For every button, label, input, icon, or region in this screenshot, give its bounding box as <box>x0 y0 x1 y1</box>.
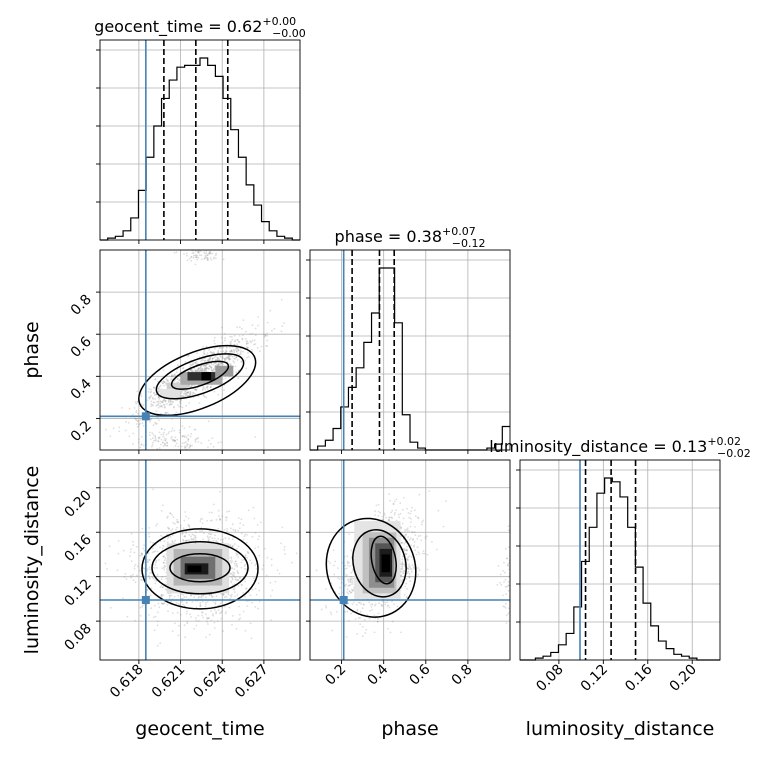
scatter-panel-phase-luminosity_distance <box>306 459 511 664</box>
histogram-step <box>100 57 300 241</box>
x-tick-label: 0.621 <box>149 662 189 702</box>
panel-title: geocent_time = 0.62+0.00 −0.00 <box>94 15 306 40</box>
contour <box>138 344 257 417</box>
x-tick-label: 0.6 <box>407 661 434 688</box>
x-axis-label: phase <box>381 718 438 740</box>
x-tick-label: 0.12 <box>578 662 611 695</box>
contour <box>170 360 230 390</box>
scatter-panel-geocent_time-luminosity_distance <box>96 459 301 664</box>
density-blocks <box>354 521 401 599</box>
x-axis-label: luminosity_distance <box>526 718 715 740</box>
histogram-step <box>520 477 720 661</box>
y-tick-label: 0.8 <box>68 292 95 319</box>
y-tick-label: 0.08 <box>61 621 94 654</box>
y-tick-label: 0.2 <box>68 418 95 445</box>
truth-marker <box>141 412 150 421</box>
x-tick-label: 0.16 <box>622 661 655 694</box>
density-blocks <box>166 543 230 594</box>
x-tick-label: 0.20 <box>667 662 700 695</box>
panel-frame <box>309 459 511 661</box>
scatter-panel-geocent_time-phase <box>96 249 301 454</box>
y-axis-label: phase <box>21 321 43 378</box>
x-tick-label: 0.4 <box>364 661 391 688</box>
panel-frame <box>309 249 511 451</box>
histogram-step <box>310 267 510 451</box>
y-tick-label: 0.4 <box>68 376 95 403</box>
x-tick-label: 0.624 <box>190 661 230 701</box>
hist-panel-geocent_time <box>96 39 301 244</box>
panel-title: phase = 0.38+0.07 −0.12 <box>335 225 486 250</box>
panel-title: luminosity_distance = 0.13+0.02 −0.02 <box>489 435 751 460</box>
x-tick-label: 0.8 <box>449 662 476 689</box>
panel-frame <box>99 249 301 451</box>
x-tick-label: 0.2 <box>322 662 349 689</box>
y-axis-label: luminosity_distance <box>21 466 43 655</box>
y-tick-label: 0.20 <box>61 487 94 520</box>
contour <box>169 553 231 583</box>
panel-frame <box>99 459 301 661</box>
contour <box>352 529 407 598</box>
truth-marker <box>339 596 348 604</box>
hist-panel-phase <box>306 249 511 454</box>
panel-content <box>104 488 298 647</box>
contour <box>141 528 259 610</box>
panel-content <box>105 250 285 450</box>
x-tick-label: 0.08 <box>533 662 566 695</box>
x-tick-label: 0.627 <box>232 662 272 702</box>
panel-content <box>315 490 510 638</box>
panel-frame <box>519 459 721 661</box>
scatter-points <box>315 490 510 638</box>
hist-panel-luminosity_distance <box>516 459 721 664</box>
truth-marker <box>141 596 150 604</box>
y-tick-label: 0.6 <box>68 334 95 361</box>
contour <box>325 517 417 618</box>
panel-frame <box>99 39 301 241</box>
x-tick-label: 0.618 <box>107 662 147 702</box>
x-axis-label: geocent_time <box>135 718 264 740</box>
scatter-points <box>105 250 285 450</box>
y-tick-label: 0.16 <box>61 532 94 565</box>
contour <box>151 541 249 595</box>
contour <box>370 535 397 585</box>
contour <box>155 353 245 400</box>
y-tick-label: 0.12 <box>61 576 94 609</box>
